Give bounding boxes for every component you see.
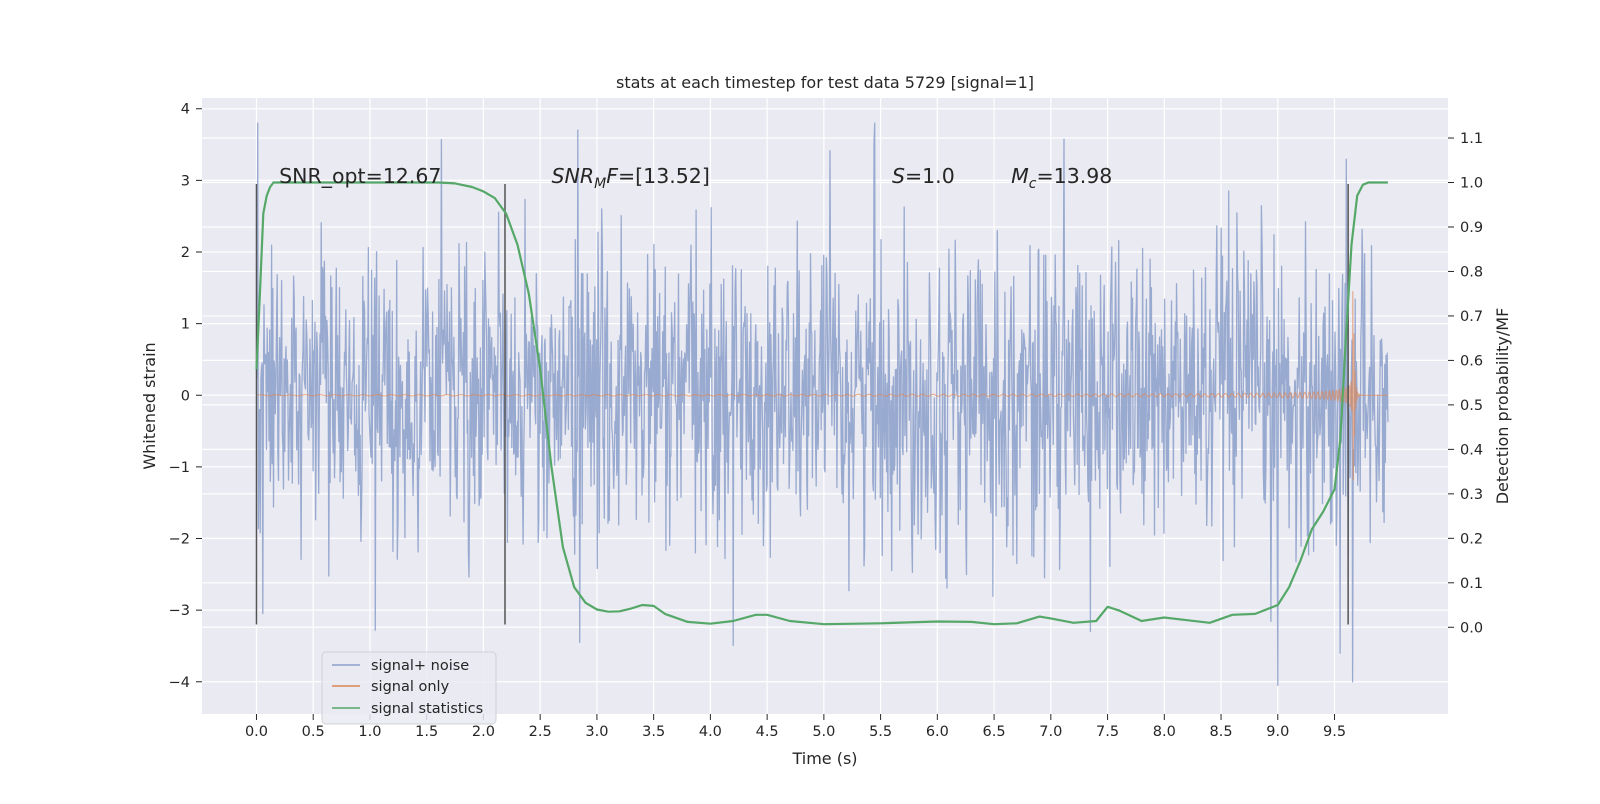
x-tick-label: 2.5	[529, 724, 552, 740]
legend-box	[321, 651, 497, 725]
series-line-signal-only	[256, 291, 1388, 481]
right-tick-label: 0.3	[1460, 487, 1483, 503]
right-tick-label: 0.6	[1460, 353, 1483, 369]
x-tick-label: 1.5	[415, 724, 438, 740]
legend-label-signal-only: signal only	[371, 679, 450, 695]
x-tick-label: 2.0	[472, 724, 495, 740]
x-tick-label: 6.5	[983, 724, 1006, 740]
x-tick-label: 5.0	[812, 724, 835, 740]
right-tick-label: 0.1	[1460, 576, 1483, 592]
right-tick-label: 0.7	[1460, 309, 1483, 325]
x-tick-label: 9.5	[1323, 724, 1346, 740]
annotations: SNR_opt=12.67 SNRMF=[13.52] S=1.0 Mc=13.98	[279, 164, 1112, 192]
left-tick-label: 0	[181, 388, 190, 404]
annotation-value: =[13.52]	[618, 164, 710, 188]
left-tick-label: −3	[169, 603, 190, 619]
annotation-symbol: M	[1011, 164, 1029, 188]
series-signal-statistics	[255, 181, 1388, 626]
plot-series-group	[255, 122, 1389, 686]
annotation-1: SNRMF=[13.52]	[552, 164, 710, 192]
annotation-subscript: c	[1029, 176, 1037, 192]
right-axis-label: Detection probability/MF	[1493, 308, 1512, 505]
right-tick-label: 0.5	[1460, 398, 1483, 414]
right-tick-label: 0.2	[1460, 531, 1483, 547]
right-tick-label: 0.8	[1460, 264, 1483, 280]
annotation-2: S=1.0	[892, 164, 955, 188]
left-tick-label: 4	[181, 102, 190, 118]
x-tick-label: 0.0	[245, 724, 268, 740]
x-tick-label: 9.0	[1266, 724, 1289, 740]
left-tick-label: 1	[181, 317, 190, 333]
x-tick-label: 8.5	[1210, 724, 1233, 740]
left-tick-label: −4	[169, 675, 190, 691]
right-tick-label: 0.0	[1460, 620, 1483, 636]
annotation-value: =13.98	[1036, 164, 1112, 188]
left-axis-ticks: 4 3 2 1 0 −1 −2 −3 −4	[169, 102, 202, 691]
annotation-value: =1.0	[905, 164, 955, 188]
x-tick-label: 6.0	[926, 724, 949, 740]
annotation-symbol: S	[892, 164, 905, 188]
series-signal-plus-noise	[255, 122, 1389, 686]
vertical-markers	[255, 183, 1349, 625]
series-line-signal-statistics	[255, 181, 1388, 626]
x-axis-label: Time (s)	[791, 749, 857, 768]
left-axis-label: Whitened strain	[140, 342, 159, 469]
right-tick-label: 0.9	[1460, 220, 1483, 236]
series-line-signal-plus-noise	[255, 122, 1389, 686]
legend: signal+ noise signal only signal statist…	[321, 651, 497, 725]
right-tick-label: 0.4	[1460, 442, 1483, 458]
annotation-subscript: M	[594, 176, 606, 192]
left-tick-label: 2	[181, 245, 190, 261]
legend-label-signal-plus-noise: signal+ noise	[371, 658, 469, 674]
x-tick-label: 3.0	[585, 724, 608, 740]
x-tick-label: 7.0	[1039, 724, 1062, 740]
legend-label-signal-statistics: signal statistics	[371, 701, 483, 717]
annotation-0: SNR_opt=12.67	[279, 164, 441, 189]
x-tick-label: 0.5	[302, 724, 325, 740]
x-tick-label: 7.5	[1096, 724, 1119, 740]
x-axis-ticks: 0.0 0.5 1.0 1.5 2.0 2.5 3.0 3.5 4.0 4.5 5.0 5.5 6.0 6…	[245, 714, 1346, 740]
left-tick-label: 3	[181, 173, 190, 189]
right-axis-ticks: 1.1 1.0 0.9 0.8 0.7 0.6 0.5 0.4 0.3 0.2 0.1 0.0	[1448, 131, 1483, 636]
x-tick-label: 3.5	[642, 724, 665, 740]
x-tick-label: 4.5	[756, 724, 779, 740]
x-tick-label: 8.0	[1153, 724, 1176, 740]
x-tick-label: 5.5	[869, 724, 892, 740]
left-tick-label: −1	[169, 460, 190, 476]
annotation-symbol-tail: F	[606, 164, 619, 188]
annotation-3: Mc=13.98	[1011, 164, 1112, 192]
left-tick-label: −2	[169, 532, 190, 548]
chart-title: stats at each timestep for test data 572…	[616, 73, 1034, 92]
x-tick-label: 1.0	[358, 724, 381, 740]
annotation-symbol: SNR	[552, 164, 595, 188]
series-signal-only	[256, 291, 1388, 481]
right-tick-label: 1.0	[1460, 176, 1483, 192]
right-tick-label: 1.1	[1460, 131, 1483, 147]
x-tick-label: 4.0	[699, 724, 722, 740]
